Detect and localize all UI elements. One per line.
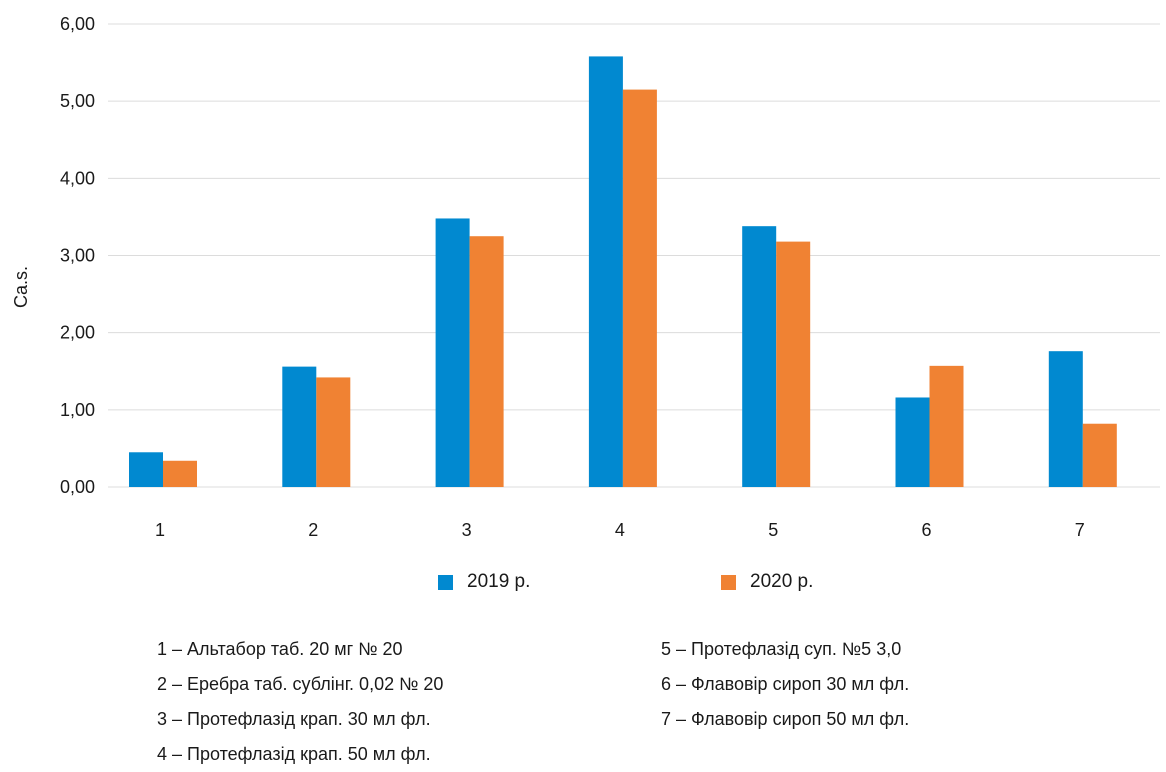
note-6: 6 – Флавовір сироп 30 мл фл. xyxy=(661,674,910,694)
x-tick-label: 1 xyxy=(155,520,165,540)
y-tick-label: 4,00 xyxy=(60,168,95,188)
note-3: 3 – Протефлазід крап. 30 мл фл. xyxy=(157,709,431,729)
x-tick-label: 2 xyxy=(308,520,318,540)
bar-2-series-2 xyxy=(316,377,351,487)
legend-item-2019: 2019 р. xyxy=(438,571,530,593)
legend-item-2020: 2020 р. xyxy=(721,571,813,593)
note-1: 1 – Альтабор таб. 20 мг № 20 xyxy=(157,639,403,659)
y-tick-label: 0,00 xyxy=(60,477,95,497)
bar-chart: 0,00 1,00 2,00 3,00 4,00 5,00 6,00 1 2 3 4 5 6 7 Ca.… xyxy=(11,14,1160,540)
y-tick-label: 3,00 xyxy=(60,246,95,266)
x-tick-labels: 1 2 3 4 5 6 7 xyxy=(155,520,1085,540)
bar-3-series-1 xyxy=(435,218,470,487)
note-4: 4 – Протефлазід крап. 50 мл фл. xyxy=(157,744,431,764)
y-tick-label: 5,00 xyxy=(60,91,95,111)
y-tick-label: 2,00 xyxy=(60,323,95,343)
y-tick-labels: 0,00 1,00 2,00 3,00 4,00 5,00 6,00 xyxy=(60,14,95,497)
bar-4-series-2 xyxy=(622,89,657,487)
legend-label-2019: 2019 р. xyxy=(467,571,531,592)
legend-label-2020: 2020 р. xyxy=(750,571,814,592)
bar-4-series-1 xyxy=(588,56,623,487)
category-notes-right: 5 – Протефлазід суп. №5 3,0 6 – Флавовір… xyxy=(661,632,909,737)
bar-1-series-1 xyxy=(129,452,163,487)
bar-3-series-2 xyxy=(469,236,504,487)
bar-7-series-1 xyxy=(1048,351,1083,487)
bar-6-series-2 xyxy=(929,365,964,487)
bar-5-series-1 xyxy=(742,226,777,487)
legend-swatch-2019 xyxy=(438,574,453,590)
legend: 2019 р. 2020 р. xyxy=(0,571,1166,597)
bar-7-series-2 xyxy=(1082,423,1117,487)
x-tick-label: 5 xyxy=(768,520,778,540)
bar-1-series-2 xyxy=(163,460,197,487)
note-5: 5 – Протефлазід суп. №5 3,0 xyxy=(661,639,902,659)
bar-5-series-2 xyxy=(776,241,811,487)
note-2: 2 – Еребра таб. сублінг. 0,02 № 20 xyxy=(157,674,444,694)
y-tick-label: 6,00 xyxy=(60,14,95,34)
x-tick-label: 7 xyxy=(1075,520,1085,540)
category-notes-left: 1 – Альтабор таб. 20 мг № 20 2 – Еребра … xyxy=(157,632,443,772)
legend-swatch-2020 xyxy=(721,574,736,590)
y-tick-label: 1,00 xyxy=(60,400,95,420)
bars xyxy=(129,56,1117,487)
bar-6-series-1 xyxy=(895,397,930,487)
note-7: 7 – Флавовір сироп 50 мл фл. xyxy=(661,709,910,729)
y-axis-label: Ca.s. xyxy=(11,266,31,308)
x-tick-label: 3 xyxy=(462,520,472,540)
x-tick-label: 6 xyxy=(921,520,931,540)
bar-2-series-1 xyxy=(282,366,317,487)
x-tick-label: 4 xyxy=(615,520,625,540)
